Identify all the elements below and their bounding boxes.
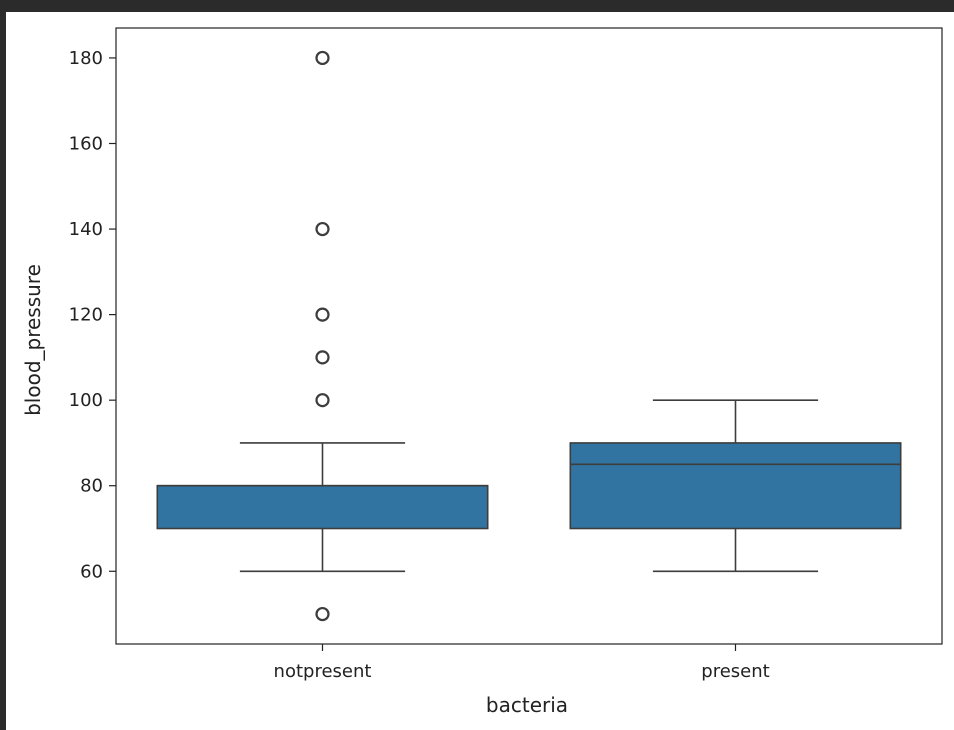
outlier-point — [315, 221, 330, 237]
x-tick-label: present — [701, 661, 769, 682]
x-axis-label: bacteria — [486, 693, 568, 717]
box-group-present — [569, 399, 902, 573]
figure-background — [6, 12, 954, 730]
box-iqr — [156, 484, 489, 530]
y-tick-label: 140 — [69, 219, 103, 240]
x-tick-label: notpresent — [274, 661, 372, 682]
outlier-point — [315, 307, 330, 322]
outlier-point — [315, 50, 330, 66]
y-tick-label: 100 — [69, 390, 103, 411]
y-axis-label: blood_pressure — [21, 264, 45, 416]
plot-frame — [115, 27, 943, 645]
y-tick-label: 60 — [80, 561, 103, 582]
y-tick-label: 80 — [80, 476, 103, 497]
y-tick-label: 180 — [69, 48, 103, 69]
outlier-point — [315, 350, 330, 365]
box-group-notpresent — [156, 50, 489, 622]
plot-marks — [156, 50, 902, 622]
y-axis-ticks: 60 80 100 120 140 160 180 — [69, 48, 116, 582]
outlier-point — [315, 393, 330, 408]
y-tick-label: 160 — [69, 134, 103, 155]
outlier-point — [315, 606, 330, 622]
y-tick-label: 120 — [69, 305, 103, 326]
x-axis-ticks: notpresent present — [274, 644, 770, 682]
box-iqr — [569, 442, 902, 530]
